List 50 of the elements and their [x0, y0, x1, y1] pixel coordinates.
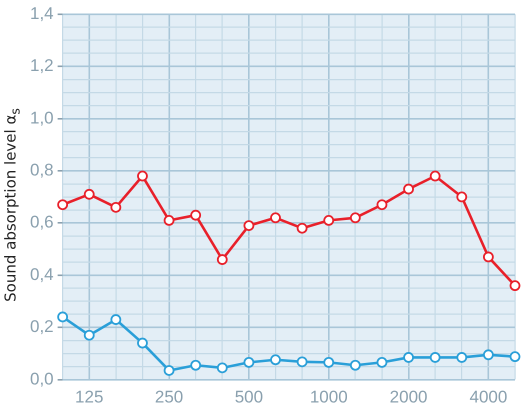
- point: [323, 214, 334, 226]
- point: [164, 214, 174, 226]
- point: [84, 330, 95, 341]
- point: [482, 349, 494, 360]
- y-tick-label: 0,0: [30, 369, 54, 388]
- point: [403, 352, 414, 363]
- point: [350, 360, 361, 371]
- point: [482, 252, 494, 262]
- point: [216, 254, 228, 265]
- x-tick-label: 250: [154, 387, 184, 406]
- point: [270, 354, 281, 366]
- point: [137, 338, 148, 348]
- point: [456, 192, 468, 202]
- point: [110, 314, 122, 325]
- point: [510, 351, 520, 362]
- point: [376, 199, 388, 210]
- y-tick-label: 0,2: [30, 317, 54, 336]
- point: [244, 220, 254, 232]
- point: [57, 199, 68, 210]
- point: [350, 212, 361, 224]
- point: [510, 280, 520, 292]
- y-tick-label: 0,4: [30, 264, 54, 284]
- y-tick-label: 1,2: [30, 56, 54, 76]
- y-tick-label: 1,4: [30, 4, 54, 23]
- point: [164, 365, 174, 376]
- point: [84, 188, 95, 200]
- point: [190, 210, 202, 221]
- x-tick-label: 500: [234, 387, 264, 406]
- y-tick-label: 1,0: [30, 108, 54, 128]
- point: [270, 212, 281, 224]
- point: [190, 360, 202, 371]
- x-tick-label: 1000: [310, 387, 348, 406]
- point: [430, 352, 441, 363]
- point: [456, 352, 468, 363]
- point: [403, 184, 414, 194]
- y-tick-label: 0,6: [30, 212, 54, 232]
- point: [296, 222, 308, 234]
- x-tick-label: 2000: [390, 387, 428, 406]
- point: [323, 356, 334, 368]
- x-tick-label: 125: [75, 387, 104, 406]
- y-tick-label: 0,8: [30, 160, 54, 180]
- point: [376, 356, 388, 368]
- x-tick-label: 4000: [469, 387, 508, 406]
- point: [430, 170, 441, 182]
- point: [216, 362, 228, 374]
- point: [296, 356, 308, 368]
- point: [57, 312, 68, 322]
- point: [244, 356, 254, 368]
- point: [137, 170, 148, 182]
- point: [110, 202, 122, 213]
